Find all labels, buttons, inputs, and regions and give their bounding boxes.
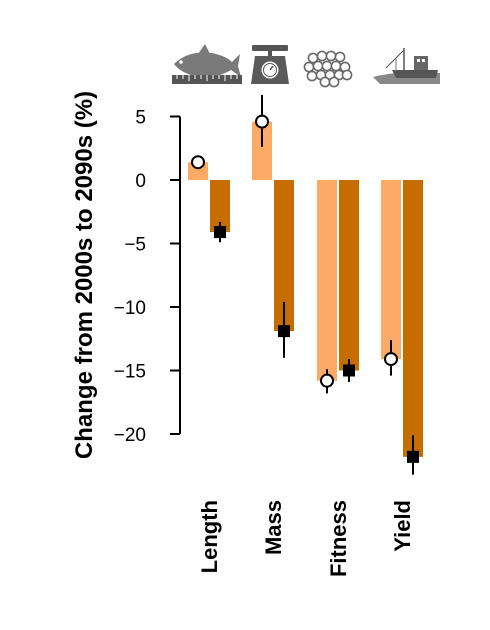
- category-label: Yield: [390, 500, 415, 552]
- y-tick-label: −10: [114, 298, 146, 319]
- bar-fitness-1: [317, 180, 337, 381]
- weighing-scale-icon: [251, 45, 289, 84]
- fishing-boat-icon: [373, 48, 440, 84]
- marker-open-circle: [191, 155, 205, 170]
- category-icons: [172, 44, 440, 88]
- bar-mass-2: [274, 180, 294, 332]
- marker-filled-square: [278, 325, 290, 338]
- egg-shape: [316, 50, 328, 62]
- bar-length-2: [210, 180, 230, 233]
- egg-shape: [319, 76, 331, 88]
- error-bars-group: [197, 94, 414, 475]
- egg-shape: [330, 60, 342, 72]
- category-label: Fitness: [326, 500, 351, 577]
- bars-group: [188, 121, 423, 457]
- y-tick-label: −15: [114, 362, 146, 383]
- y-tick-label: −5: [124, 235, 146, 256]
- bar-yield-1: [381, 180, 401, 360]
- y-tick-label: −20: [114, 425, 146, 446]
- egg-shape: [303, 61, 315, 73]
- marker-open-circle: [255, 114, 269, 129]
- egg-shape: [306, 70, 318, 82]
- egg-shape: [334, 51, 346, 63]
- marker-filled-square: [214, 226, 226, 239]
- egg-shape: [325, 50, 337, 62]
- egg-shape: [312, 60, 324, 72]
- egg-shape: [321, 60, 333, 72]
- markers-group: [191, 114, 419, 463]
- bar-fitness-2: [339, 180, 359, 371]
- category-label: Mass: [261, 500, 286, 555]
- marker-open-circle: [384, 352, 398, 367]
- y-axis-label: Change from 2000s to 2090s (%): [71, 91, 98, 459]
- egg-shape: [328, 76, 340, 88]
- y-tick-label: 5: [135, 108, 146, 129]
- marker-open-circle: [320, 373, 334, 388]
- tuna-on-ruler-icon: [172, 44, 242, 84]
- bar-yield-2: [403, 180, 423, 457]
- fish-eggs-icon: [303, 50, 353, 88]
- y-axis: 5 0 −5 −10 −15 −20: [114, 108, 181, 446]
- marker-filled-square: [407, 450, 419, 463]
- category-labels: Length Mass Fitness Yield: [197, 500, 415, 577]
- egg-shape: [341, 69, 353, 81]
- bar-mass-1: [252, 121, 272, 180]
- y-tick-label: 0: [135, 171, 146, 192]
- category-label: Length: [197, 500, 222, 573]
- marker-filled-square: [343, 364, 355, 377]
